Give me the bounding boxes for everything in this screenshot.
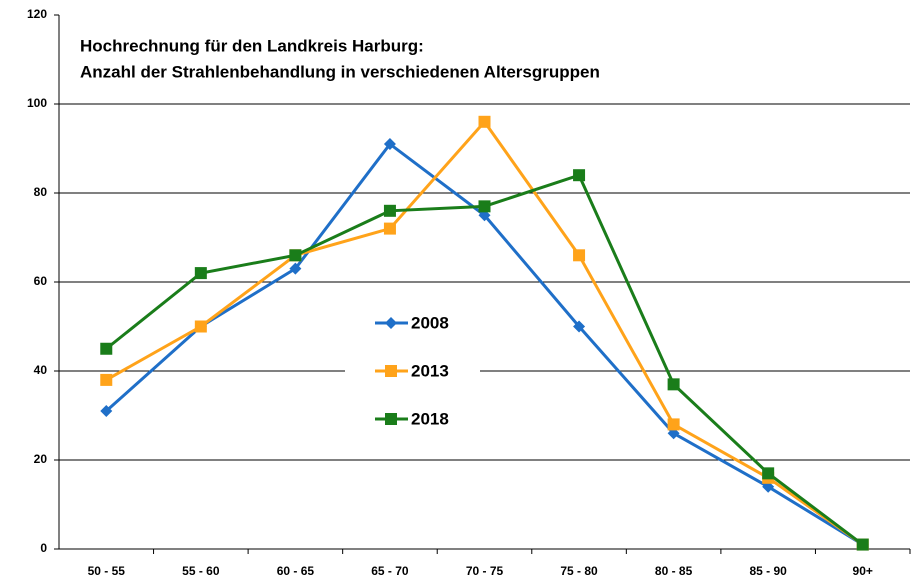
grid [59,103,910,461]
marker [667,378,680,391]
x-tick-label: 75 - 80 [560,564,598,578]
x-tick-label: 80 - 85 [655,564,693,578]
marker [573,249,586,262]
series-line [105,173,864,546]
x-tick-label: 50 - 55 [88,564,126,578]
legend: 2008 2013 2018 [345,300,480,440]
marker [573,320,586,333]
x-tick-label: 90+ [853,564,873,578]
y-tick-label: 120 [27,7,47,21]
marker [478,115,491,128]
marker [383,138,396,151]
marker [385,365,397,377]
marker [289,262,302,275]
y-tick-label: 40 [34,363,48,377]
legend-label: 2008 [411,313,449,332]
marker [573,169,586,182]
marker [383,222,396,235]
y-tick-label: 20 [34,452,48,466]
marker [194,320,207,333]
x-tick-label: 85 - 90 [749,564,787,578]
y-tick-label: 100 [27,96,47,110]
legend-label: 2018 [411,409,449,428]
marker [289,249,302,262]
marker [856,538,869,551]
series-line [105,119,864,546]
marker [194,267,207,280]
x-tick-label: 65 - 70 [371,564,409,578]
marker [100,405,113,418]
marker [667,418,680,431]
legend-box [345,300,480,440]
marker [100,342,113,355]
marker [385,317,397,329]
chart-title: Anzahl der Strahlenbehandlung in verschi… [80,62,600,81]
x-tick-label: 60 - 65 [277,564,315,578]
x-tick-label: 55 - 60 [182,564,220,578]
marker [383,204,396,217]
y-tick-label: 0 [40,541,47,555]
y-tick-label: 60 [34,274,48,288]
marker [478,200,491,213]
marker [385,413,397,425]
y-tick-label: 80 [34,185,48,199]
marker [100,373,113,386]
x-tick-label: 70 - 75 [466,564,504,578]
chart-title: Hochrechnung für den Landkreis Harburg: [80,36,424,55]
legend-label: 2013 [411,361,449,380]
marker [762,467,775,480]
